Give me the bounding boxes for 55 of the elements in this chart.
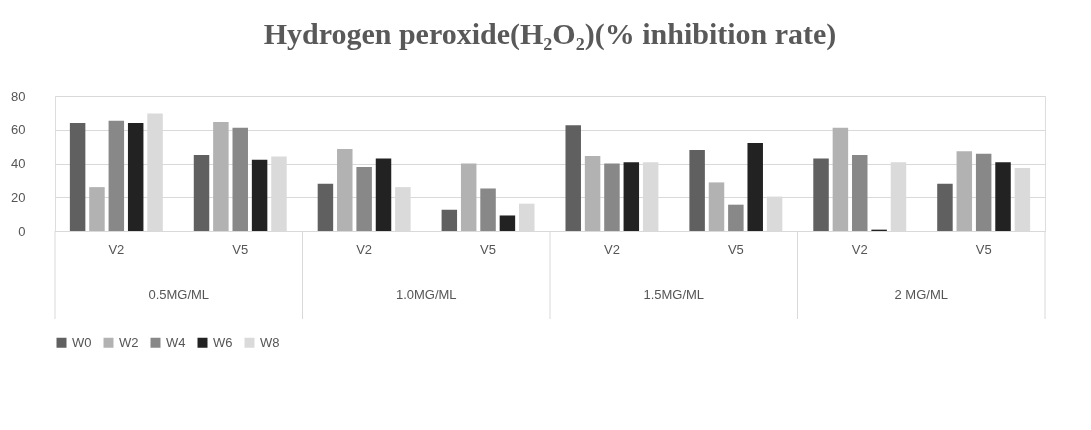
bar bbox=[852, 155, 868, 231]
bar bbox=[356, 166, 372, 231]
legend-label: W0 bbox=[72, 334, 92, 350]
bar bbox=[747, 142, 763, 231]
bar bbox=[832, 127, 849, 231]
bar bbox=[623, 162, 640, 231]
legend-label: W8 bbox=[260, 334, 280, 350]
bar bbox=[441, 209, 458, 231]
y-tick-label: 20 bbox=[11, 189, 26, 205]
bar bbox=[232, 127, 248, 231]
bar bbox=[689, 150, 705, 231]
x-tick-label: V5 bbox=[727, 241, 744, 257]
legend-label: W4 bbox=[166, 334, 186, 350]
x-tick-label: V2 bbox=[108, 241, 125, 257]
bar bbox=[565, 125, 581, 231]
bar bbox=[375, 158, 392, 231]
x-tick-label: V2 bbox=[851, 241, 868, 257]
bar bbox=[69, 123, 86, 231]
bar bbox=[213, 121, 229, 231]
bar bbox=[975, 153, 992, 231]
y-tick-label: 60 bbox=[11, 122, 26, 138]
x-tick-label: V5 bbox=[232, 241, 249, 257]
bar bbox=[604, 163, 620, 231]
bar bbox=[480, 188, 496, 231]
bar bbox=[584, 156, 601, 231]
bar bbox=[127, 123, 144, 231]
legend-label: W2 bbox=[119, 334, 139, 350]
bar bbox=[519, 203, 535, 231]
bar bbox=[813, 158, 829, 231]
bar bbox=[956, 151, 973, 231]
text: 1.0MG/ML bbox=[395, 287, 457, 302]
bar bbox=[89, 187, 105, 231]
x-tick-label: V2 bbox=[356, 241, 373, 257]
bar bbox=[708, 182, 725, 231]
x-tick-label: V5 bbox=[480, 241, 496, 257]
y-tick-label: 80 bbox=[11, 88, 26, 104]
text: 1.5MG/ML bbox=[643, 287, 705, 302]
chart-title: Hydrogen peroxide(H₂O₂)(% inhibition rate) bbox=[263, 17, 837, 51]
x-tick-label: V2 bbox=[604, 241, 620, 257]
legend-label: W6 bbox=[213, 334, 233, 350]
y-tick-label: 0 bbox=[18, 223, 26, 239]
bar bbox=[251, 159, 268, 231]
y-tick-label: 40 bbox=[11, 156, 26, 171]
bar bbox=[337, 148, 353, 231]
bar bbox=[937, 183, 953, 231]
bar bbox=[499, 215, 516, 231]
bar bbox=[728, 204, 744, 231]
x-tick-label: V5 bbox=[975, 241, 992, 257]
text: 0.5MG/ML bbox=[148, 287, 210, 302]
bar bbox=[317, 183, 334, 231]
bar bbox=[995, 162, 1011, 231]
bar bbox=[193, 155, 210, 231]
bar bbox=[108, 120, 125, 231]
bar bbox=[460, 163, 477, 231]
text: 2 MG/ML bbox=[894, 287, 948, 302]
